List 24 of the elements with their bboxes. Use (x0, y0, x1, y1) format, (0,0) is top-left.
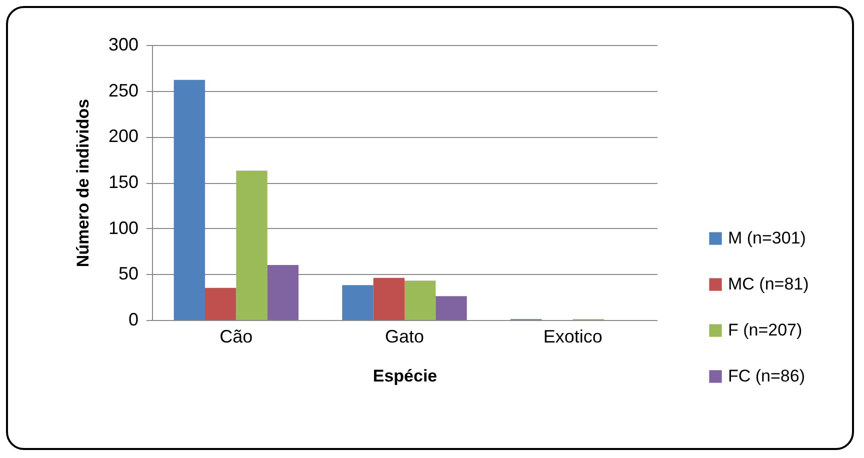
legend-label: F (n=207) (728, 320, 802, 340)
y-tick-label: 250 (108, 80, 138, 100)
x-tick-label: Exotico (543, 326, 602, 346)
y-tick-label: 100 (108, 218, 138, 238)
x-tick-label: Gato (384, 326, 424, 346)
bar (342, 285, 374, 320)
y-tick-label: 200 (108, 126, 138, 146)
bar (267, 265, 299, 320)
legend-label: M (n=301) (728, 228, 806, 248)
bar (236, 170, 268, 320)
y-tick-label: 150 (108, 172, 138, 192)
bar (373, 278, 404, 320)
bar (174, 80, 205, 320)
x-tick-label: Cão (220, 326, 253, 346)
bar (436, 296, 467, 320)
y-tick-label: 300 (108, 34, 138, 54)
x-axis-title: Espécie (372, 366, 438, 386)
legend-label: MC (n=81) (728, 274, 809, 294)
legend-label: FC (n=86) (728, 366, 805, 386)
y-tick-label: 50 (118, 264, 138, 284)
y-tick-label: 0 (128, 310, 138, 330)
y-axis-title: Número de individos (73, 98, 92, 268)
bar (204, 288, 236, 320)
bar (404, 280, 436, 320)
